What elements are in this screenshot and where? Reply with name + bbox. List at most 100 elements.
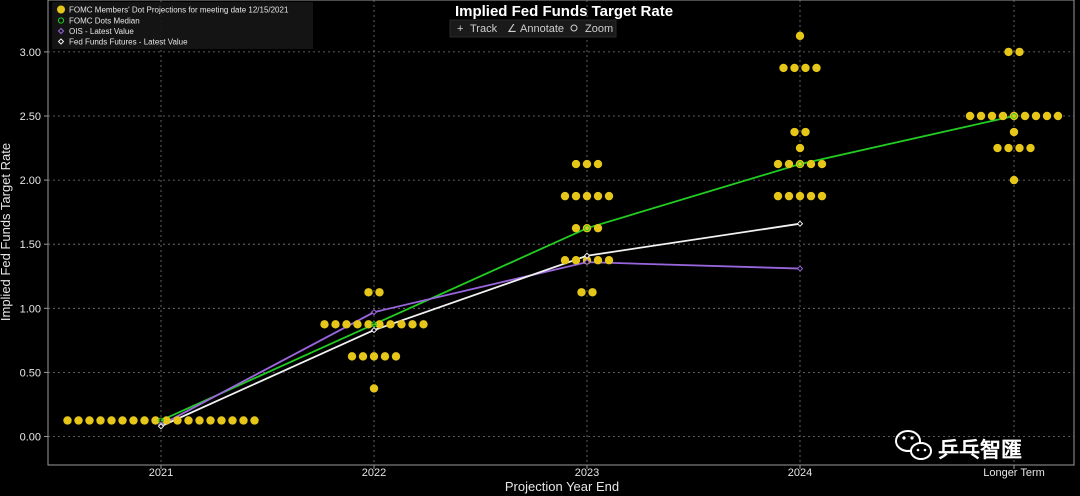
dot-projection (239, 416, 248, 425)
futures-marker (583, 252, 591, 259)
dot-projection (801, 127, 810, 137)
wechat-logo-icon (895, 430, 932, 460)
dot-projection (560, 191, 570, 201)
ois-line (160, 261, 801, 426)
dot-projection (593, 159, 603, 169)
legend-label-dots: FOMC Members' Dot Projections for meetin… (69, 6, 289, 15)
futures-marker (157, 423, 165, 430)
zoom-label: Zoom (585, 23, 613, 35)
dot-projection (217, 416, 226, 425)
median-marker (371, 321, 377, 328)
dot-projection (129, 416, 138, 425)
x-tick-label: Longer Term (983, 467, 1045, 479)
dot-projection (593, 256, 603, 265)
series-markers (157, 113, 1017, 430)
dot-projection (1004, 47, 1013, 57)
dot-projection (206, 416, 215, 425)
dot-projection (184, 416, 193, 425)
dot-projection (801, 63, 810, 73)
dot-projection (140, 416, 149, 425)
dot-projection (1009, 127, 1019, 137)
y-tick-label: 3.00 (20, 47, 41, 59)
dot-projection (817, 159, 827, 169)
dot-projection (1031, 111, 1041, 121)
legend-median-marker (57, 17, 65, 24)
dot-projection (577, 288, 586, 297)
dot-projection (228, 416, 237, 425)
dot-projection (195, 416, 204, 425)
zoom-button[interactable]: Zoom (570, 23, 613, 35)
dot-projection (806, 159, 816, 169)
dot-projection (976, 111, 986, 121)
dot-projection (582, 191, 592, 201)
dot-projection (593, 223, 603, 233)
pencil-icon: ∠ (507, 23, 517, 35)
dot-projection (806, 191, 816, 201)
dot-projection (1042, 111, 1052, 121)
median-marker (797, 161, 803, 167)
legend-label-futures: Fed Funds Futures - Latest Value (69, 38, 188, 47)
dot-projection (364, 288, 373, 297)
dot-projection (1015, 143, 1024, 153)
x-tick-label: 2021 (149, 467, 173, 479)
chart-toolbar: + Track ∠ Annotate Zoom (449, 19, 617, 38)
dot-projection (320, 320, 329, 329)
dot-projection (107, 416, 116, 425)
dot-projection (965, 111, 975, 121)
magnifier-icon (570, 24, 578, 32)
annotate-label: Annotate (520, 23, 564, 35)
dot-projection (162, 416, 171, 425)
dot-projection (779, 63, 788, 73)
dot-projection (571, 191, 581, 201)
dot-projection (1020, 111, 1030, 121)
x-tick-label: 2024 (788, 467, 812, 479)
dot-projection (375, 320, 384, 329)
y-tick-label: 2.50 (20, 111, 41, 123)
dot-projection (1015, 47, 1024, 57)
dot-projection (582, 159, 592, 169)
dot-projection (1026, 143, 1035, 153)
dot-projection (993, 143, 1002, 153)
annotate-button[interactable]: ∠ Annotate (507, 23, 564, 35)
dot-projection (364, 320, 373, 329)
dot-projection (795, 159, 805, 169)
dot-projection (1053, 111, 1063, 121)
dot-projection (151, 416, 160, 425)
x-tick-label: 2023 (575, 467, 599, 479)
dot-projection (85, 416, 94, 425)
futures-marker (796, 220, 804, 227)
dot-projection (987, 111, 997, 121)
legend: FOMC Members' Dot Projections for meetin… (52, 2, 313, 49)
dot-projection (96, 416, 105, 425)
track-button[interactable]: + Track (457, 23, 498, 35)
dot-projection (63, 416, 72, 425)
x-axis-ticks: 2021 2022 2023 2024 Longer Term (149, 465, 1045, 479)
futures-line (160, 222, 801, 428)
y-tick-label: 0.50 (20, 367, 41, 379)
dot-projection (571, 256, 581, 265)
dot-projection (369, 384, 379, 393)
dot-projection (582, 223, 592, 233)
legend-futures-marker (57, 38, 65, 45)
legend-label-median: FOMC Dots Median (69, 17, 140, 26)
dot-projection (419, 320, 428, 329)
crosshair-icon: + (457, 23, 463, 35)
dot-projection (795, 143, 805, 153)
dot-projection (812, 63, 821, 73)
dot-projection (817, 191, 827, 201)
futures-marker (370, 326, 378, 334)
dot-projection (353, 320, 362, 329)
dot-projection (571, 223, 581, 233)
dot-projection (331, 320, 340, 329)
dot-projection (397, 320, 406, 329)
x-tick-label: 2022 (362, 467, 386, 479)
dot-projection (998, 111, 1008, 121)
dot-projection (795, 191, 805, 201)
legend-label-ois: OIS - Latest Value (69, 27, 134, 36)
dot-projection (604, 191, 614, 201)
ois-marker (370, 308, 378, 316)
chart-title: Implied Fed Funds Target Rate (455, 3, 673, 20)
y-tick-label: 1.50 (20, 239, 41, 251)
dot-projection (342, 320, 351, 329)
